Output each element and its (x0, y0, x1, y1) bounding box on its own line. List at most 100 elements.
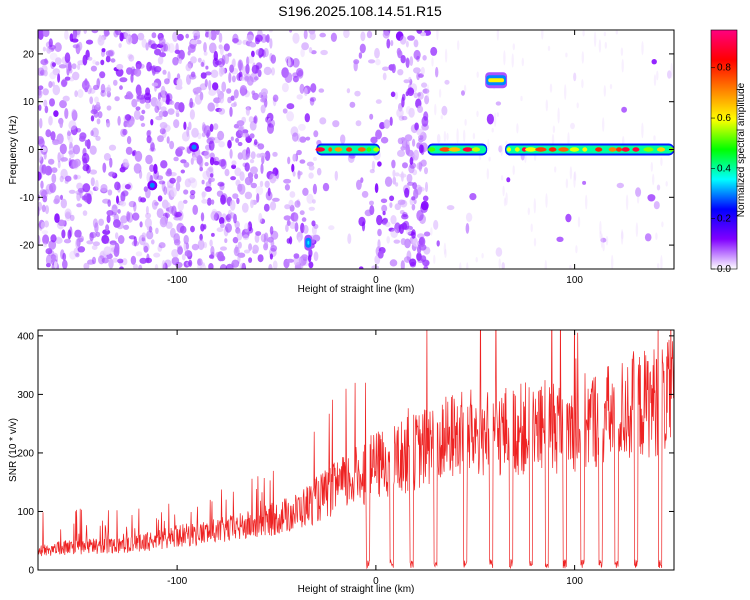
noise-blob (87, 56, 93, 61)
noise-blob (263, 203, 270, 212)
carrier-core (315, 147, 326, 152)
noise-blob (155, 98, 164, 107)
noise-blob (300, 48, 305, 58)
noise-blob (412, 237, 419, 247)
noise-blob (159, 52, 166, 58)
noise-blob (283, 215, 291, 221)
noise-blob (154, 105, 160, 114)
noise-smear (493, 112, 497, 127)
carrier-core (643, 147, 654, 152)
noise-blob (141, 109, 146, 115)
carrier-core (608, 147, 617, 152)
noise-blob (417, 186, 425, 192)
x-tick-label: -100 (167, 576, 187, 587)
noise-blob (127, 53, 133, 60)
noise-blob (413, 149, 420, 161)
noise-smear (516, 123, 519, 134)
carrier-core (525, 147, 537, 152)
noise-blob (205, 65, 209, 70)
noise-blob (201, 179, 205, 185)
noise-blob (245, 106, 250, 116)
noise-blob (255, 34, 263, 42)
noise-smear (650, 161, 653, 172)
noise-blob (621, 106, 627, 113)
noise-smear (641, 122, 644, 139)
noise-blob (416, 30, 423, 34)
noise-blob (423, 265, 429, 269)
snr-frame (37, 329, 675, 571)
noise-smear (545, 193, 548, 208)
noise-smear (511, 53, 514, 68)
carrier-core (558, 147, 569, 152)
noise-blob (313, 251, 319, 262)
carrier-core (427, 147, 436, 152)
noise-blob (194, 94, 202, 105)
noise-blob (171, 249, 179, 258)
noise-blob (227, 52, 232, 57)
noise-blob (108, 258, 114, 269)
noise-blob (289, 191, 296, 198)
noise-blob (211, 199, 215, 205)
noise-blob (96, 78, 100, 89)
noise-blob (169, 177, 176, 184)
noise-blob (231, 164, 237, 170)
noise-smear (621, 58, 624, 73)
noise-blob (388, 227, 395, 232)
noise-blob (51, 255, 56, 262)
noise-blob (207, 136, 216, 142)
noise-smear (476, 71, 479, 78)
noise-blob (57, 160, 61, 169)
noise-smear (641, 41, 644, 56)
noise-smear (573, 171, 577, 181)
noise-blob (290, 126, 299, 137)
noise-blob (356, 179, 362, 190)
noise-blob (63, 238, 72, 244)
noise-blob (85, 39, 94, 45)
noise-blob (375, 99, 382, 104)
noise-smear (565, 178, 569, 189)
noise-blob (382, 211, 386, 216)
noise-blob (444, 79, 450, 85)
noise-smear (496, 112, 499, 117)
noise-blob (263, 243, 269, 251)
noise-blob (110, 58, 116, 63)
noise-blob (306, 193, 314, 204)
noise-blob (416, 210, 424, 221)
noise-blob (667, 70, 672, 79)
noise-blob (51, 62, 57, 67)
noise-blob (218, 217, 225, 225)
noise-blob (217, 130, 225, 141)
noise-blob (113, 79, 118, 86)
noise-blob (91, 245, 98, 250)
noise-blob (162, 69, 167, 75)
noise-blob (281, 82, 289, 93)
noise-blob (435, 66, 439, 78)
noise-blob (343, 30, 350, 39)
noise-blob (82, 210, 88, 216)
line-core (488, 78, 505, 83)
noise-blob (406, 173, 413, 183)
carrier-core (569, 147, 580, 152)
noise-blob (400, 260, 405, 269)
noise-blob (246, 56, 250, 66)
noise-blob (136, 63, 140, 70)
noise-blob (656, 184, 661, 191)
noise-blob (237, 59, 243, 70)
y-tick-label: -10 (20, 193, 35, 204)
noise-blob (419, 214, 426, 225)
noise-blob (285, 224, 289, 233)
noise-blob (252, 244, 259, 254)
noise-smear (505, 140, 508, 146)
noise-blob (269, 253, 273, 260)
noise-blob (157, 195, 163, 202)
noise-blob (316, 167, 322, 176)
noise-blob (231, 259, 240, 268)
x-tick-label: 0 (373, 275, 379, 286)
noise-blob (246, 153, 251, 159)
noise-blob (380, 136, 389, 144)
noise-blob (225, 223, 232, 233)
noise-blob (402, 162, 408, 169)
noise-blob (41, 204, 46, 213)
noise-blob (360, 31, 366, 42)
noise-blob (419, 144, 424, 154)
